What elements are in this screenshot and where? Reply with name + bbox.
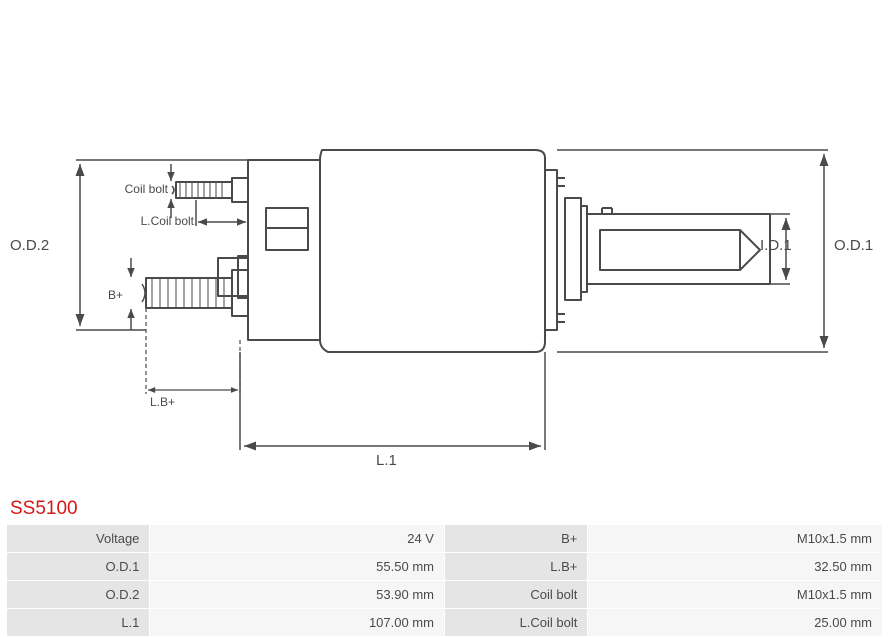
spec-val: 53.90 mm	[150, 581, 444, 608]
technical-diagram: O.D.2 O.D.1 I.D.1 L.1 L.B+ B+ Coil bolt …	[0, 0, 889, 495]
label-od1: O.D.1	[834, 237, 873, 254]
spec-key: Coil bolt	[445, 581, 587, 608]
spec-val: M10x1.5 mm	[588, 525, 882, 552]
label-lb-plus: L.B+	[150, 395, 175, 409]
label-l-coil-bolt: L.Coil bolt	[138, 214, 194, 228]
label-coil-bolt: Coil bolt	[118, 182, 168, 196]
spec-key: Voltage	[7, 525, 149, 552]
spec-key: O.D.1	[7, 553, 149, 580]
spec-val: 25.00 mm	[588, 609, 882, 636]
table-row: L.1 107.00 mm L.Coil bolt 25.00 mm	[7, 609, 882, 636]
spec-key: O.D.2	[7, 581, 149, 608]
page: O.D.2 O.D.1 I.D.1 L.1 L.B+ B+ Coil bolt …	[0, 0, 889, 634]
label-b-plus: B+	[108, 288, 123, 302]
spec-val: 107.00 mm	[150, 609, 444, 636]
spec-key: B+	[445, 525, 587, 552]
spec-key: L.Coil bolt	[445, 609, 587, 636]
spec-val: 55.50 mm	[150, 553, 444, 580]
table-row: O.D.2 53.90 mm Coil bolt M10x1.5 mm	[7, 581, 882, 608]
spec-val: 24 V	[150, 525, 444, 552]
spec-table: Voltage 24 V B+ M10x1.5 mm O.D.1 55.50 m…	[6, 524, 883, 637]
spec-val: M10x1.5 mm	[588, 581, 882, 608]
label-l1: L.1	[376, 452, 397, 469]
spec-table-body: Voltage 24 V B+ M10x1.5 mm O.D.1 55.50 m…	[7, 525, 882, 636]
label-id1: I.D.1	[760, 237, 792, 254]
spec-val: 32.50 mm	[588, 553, 882, 580]
part-number: SS5100	[10, 498, 78, 520]
label-od2: O.D.2	[10, 237, 49, 254]
diagram-svg	[0, 0, 889, 495]
table-row: Voltage 24 V B+ M10x1.5 mm	[7, 525, 882, 552]
spec-key: L.1	[7, 609, 149, 636]
table-row: O.D.1 55.50 mm L.B+ 32.50 mm	[7, 553, 882, 580]
spec-key: L.B+	[445, 553, 587, 580]
